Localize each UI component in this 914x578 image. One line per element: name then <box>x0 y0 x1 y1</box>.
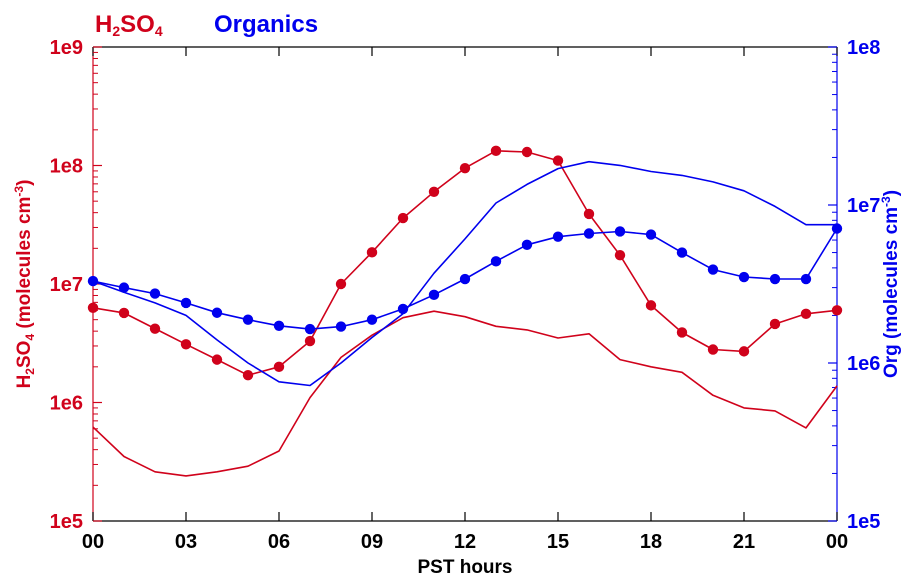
series-line-1 <box>92 310 838 477</box>
legend-h2so4: H2SO4 <box>95 11 163 39</box>
series-0-point <box>707 344 719 355</box>
series-0-point <box>335 278 347 290</box>
series-2-point <box>676 247 688 258</box>
ticks-layer: 00 03 06 09 12 15 18 21 001e51e61e71e81e91e51e61… <box>50 37 881 553</box>
x-tick-label: 00 <box>826 531 848 553</box>
series-2-point <box>149 288 161 299</box>
series-0-point <box>304 335 316 347</box>
series-0-point <box>87 302 99 313</box>
legend-organics: Organics <box>214 11 318 38</box>
series-2-point <box>552 231 564 242</box>
series-0-point <box>242 369 254 381</box>
series-2-point <box>118 282 130 293</box>
series-2-point <box>242 314 254 325</box>
series-2-point <box>738 271 750 283</box>
series-2-point <box>335 321 347 332</box>
series-line-0 <box>92 150 838 377</box>
series-2-point <box>273 320 285 331</box>
right-axis-title: Org (molecules cm-3) <box>879 190 902 378</box>
series-2-point <box>800 273 812 285</box>
x-tick-label: 15 <box>547 531 569 553</box>
right-tick-label: 1e8 <box>847 37 880 59</box>
series-0-point <box>831 305 843 316</box>
series-2-point <box>366 314 378 325</box>
left-tick-label: 1e7 <box>50 274 83 296</box>
left-tick-label: 1e5 <box>50 511 83 533</box>
series-2-point <box>583 228 595 239</box>
series-0-point <box>273 361 285 373</box>
series-2-point <box>87 275 99 287</box>
series-0-point <box>552 155 564 166</box>
series-0-point <box>149 323 161 334</box>
x-tick-label: 00 <box>82 531 104 553</box>
x-tick-label: 09 <box>361 531 383 553</box>
series-line-3 <box>92 160 837 387</box>
left-tick-label: 1e6 <box>50 393 83 415</box>
series-0-point <box>676 327 688 338</box>
left-tick-label: 1e9 <box>50 37 83 59</box>
series-0-point <box>211 354 223 365</box>
right-tick-label: 1e5 <box>847 511 880 533</box>
series-0-point <box>800 308 812 320</box>
series-layer <box>87 145 843 477</box>
x-tick-label: 21 <box>733 531 755 553</box>
x-tick-label: 06 <box>268 531 290 553</box>
series-0-point <box>180 339 192 350</box>
right-tick-label: 1e7 <box>847 195 880 217</box>
series-2-point <box>459 273 471 285</box>
series-0-point <box>521 146 533 158</box>
x-tick-label: 12 <box>454 531 476 553</box>
series-2-point <box>428 289 440 301</box>
series-2-point <box>211 307 223 318</box>
series-2-point <box>304 323 316 335</box>
series-0-point <box>738 346 750 357</box>
series-0-point <box>428 186 440 197</box>
series-0-point <box>490 145 502 157</box>
series-2-point <box>645 229 657 240</box>
series-2-point <box>490 256 502 267</box>
series-2-point <box>769 273 781 285</box>
series-2-point <box>521 239 533 250</box>
series-2-point <box>180 297 192 309</box>
series-0-point <box>397 212 409 224</box>
series-0-point <box>583 208 595 220</box>
x-tick-label: 03 <box>175 531 197 553</box>
x-axis-title: PST hours <box>417 557 512 578</box>
series-0-point <box>769 318 781 330</box>
left-tick-label: 1e8 <box>50 156 83 178</box>
left-axis-title: H2SO4 (molecules cm-3) <box>12 180 37 389</box>
series-0-point <box>459 162 471 174</box>
series-0-point <box>366 247 378 258</box>
series-2-point <box>614 226 626 237</box>
series-0-point <box>645 300 657 311</box>
series-2-point <box>831 223 843 234</box>
x-tick-label: 18 <box>640 531 662 553</box>
series-0-point <box>614 250 626 261</box>
right-tick-label: 1e6 <box>847 353 880 375</box>
series-2-point <box>707 264 719 275</box>
series-0-point <box>118 307 130 319</box>
